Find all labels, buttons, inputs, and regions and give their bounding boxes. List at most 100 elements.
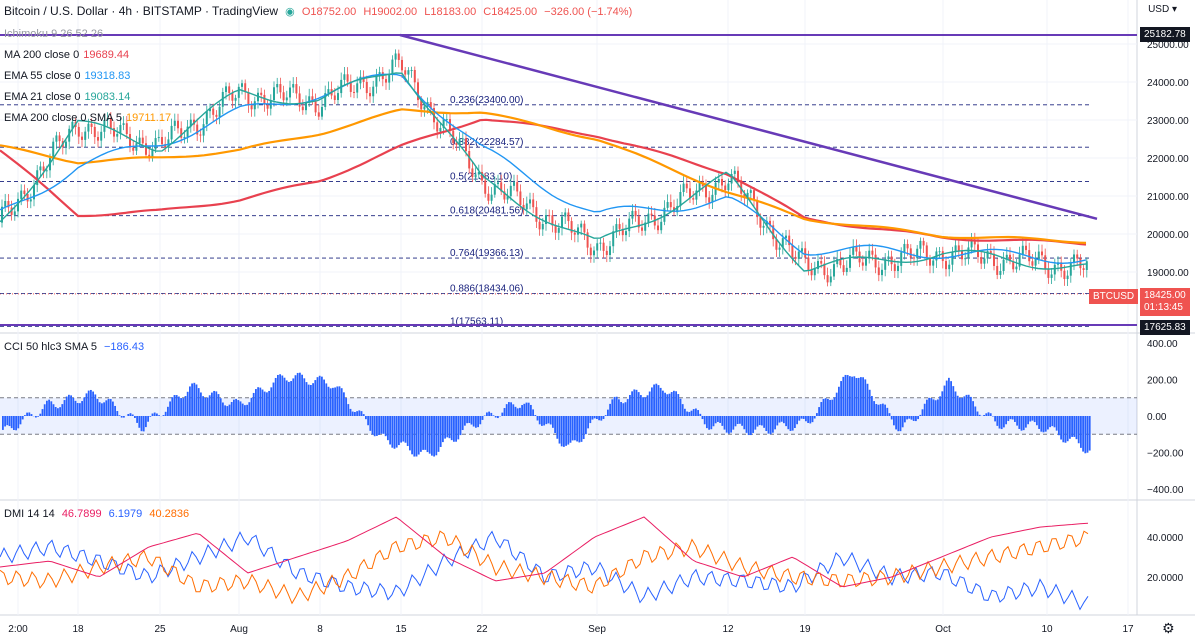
cci-bar [666, 394, 669, 416]
cci-bar [1042, 416, 1045, 433]
cci-bar [433, 416, 435, 457]
cci-bar [305, 382, 308, 416]
candle-body [183, 136, 186, 138]
cci-bar [756, 416, 759, 427]
cci-bar [94, 394, 97, 416]
price-tick-label: 22000.00 [1147, 154, 1189, 165]
time-tick-label: 22 [476, 624, 488, 635]
candle-body [775, 239, 778, 250]
cci-bar [1075, 416, 1078, 440]
ohlc-change: −326.00 (−1.74%) [544, 6, 633, 18]
cci-bar [376, 416, 378, 436]
candle-body [842, 265, 845, 273]
cci-bar [732, 416, 735, 430]
indicator-legend-item[interactable]: EMA 55 close 0 19318.83 [4, 70, 134, 82]
indicator-value: 19083.14 [84, 91, 131, 103]
candle-body [660, 221, 663, 231]
cci-bar [200, 392, 202, 416]
dmi-lines [0, 516, 1089, 611]
candle-body [727, 183, 730, 191]
indicator-legend-item[interactable]: Ichimoku 9 26 52 26 [4, 28, 107, 40]
cci-bar [631, 391, 633, 416]
cci-bar [611, 399, 614, 416]
candle-body [273, 87, 275, 101]
cci-bar [488, 411, 490, 416]
cci-bar [164, 411, 167, 416]
cci-bar [879, 404, 882, 416]
candle-body [202, 124, 205, 136]
cci-bar [994, 416, 996, 422]
cci-bar [972, 401, 974, 416]
cci-bar [538, 416, 541, 425]
cci-bar [708, 416, 710, 430]
candle-body [577, 227, 579, 235]
candle-body [1018, 254, 1021, 267]
cci-bar [325, 383, 328, 416]
cci-bar [769, 416, 772, 435]
cci-bar [690, 410, 693, 416]
cci-bar [318, 375, 321, 416]
currency-button[interactable]: USD ▾ [1148, 4, 1177, 15]
indicator-legend-item[interactable]: EMA 21 close 0 19083.14 [4, 91, 134, 103]
candle-body [39, 166, 42, 171]
candle-body [353, 91, 355, 93]
indicator-legend-item[interactable]: EMA 200 close 0 SMA 5 19711.17 [4, 112, 175, 124]
cci-bar [901, 416, 904, 428]
candle-body [209, 108, 211, 112]
cci-bar [387, 416, 389, 441]
candle-body [964, 258, 967, 260]
symbol-title[interactable]: Bitcoin / U.S. Dollar · 4h · BITSTAMP · … [4, 4, 279, 18]
eye-icon[interactable]: ◉ [285, 6, 295, 18]
candle-body [884, 259, 887, 270]
price-tick-label: 25000.00 [1147, 40, 1189, 51]
cci-bar [701, 416, 704, 420]
cci-bar [629, 394, 631, 416]
time-tick-label: 18 [72, 624, 84, 635]
candle-body [420, 100, 423, 110]
candle-body [631, 210, 634, 219]
candle-body [951, 252, 954, 265]
candle-body [407, 70, 410, 75]
cci-bar [959, 397, 961, 416]
dmi-legend[interactable]: DMI 14 14 46.7899 6.1979 40.2836 [4, 508, 193, 520]
cci-bar [908, 416, 911, 419]
candle-body [401, 59, 403, 71]
candle-body [525, 203, 528, 210]
cci-bar [79, 403, 81, 416]
candle-body [157, 137, 160, 139]
cci-bar [279, 374, 281, 416]
time-tick-label: Oct [935, 624, 951, 635]
ohlc-open: O18752.00 [301, 6, 357, 18]
candle-body [554, 225, 557, 233]
cci-bar [897, 416, 900, 432]
cci-bar [351, 411, 354, 416]
dmi-plus: 46.7899 [61, 508, 102, 520]
cci-bar [41, 409, 44, 416]
gear-icon[interactable]: ⚙ [1162, 620, 1175, 636]
ohlc-low: L18183.00 [424, 6, 477, 18]
cci-legend[interactable]: CCI 50 hlc3 SMA 5 −186.43 [4, 341, 148, 353]
candle-body [1085, 261, 1088, 270]
candle-body [845, 267, 848, 273]
candle-body [1066, 275, 1069, 280]
candle-body [833, 264, 835, 277]
cci-bar [384, 416, 387, 437]
candle-body [573, 232, 576, 235]
cci-bar [406, 416, 409, 447]
cci-bar [543, 416, 545, 426]
cci-bar [1084, 416, 1087, 454]
cci-bar [516, 408, 519, 416]
candle-body [740, 180, 743, 194]
candle-body [385, 79, 387, 83]
cci-bar [246, 404, 248, 416]
cci-bar [547, 416, 550, 424]
cci-bar [151, 413, 154, 416]
cci-bar [252, 392, 255, 416]
candle-body [916, 248, 919, 259]
cci-bar [765, 416, 768, 432]
cci-bar [492, 415, 495, 416]
ma-line [0, 108, 1087, 244]
candle-body [164, 144, 167, 148]
indicator-legend-item[interactable]: MA 200 close 0 19689.44 [4, 49, 133, 61]
